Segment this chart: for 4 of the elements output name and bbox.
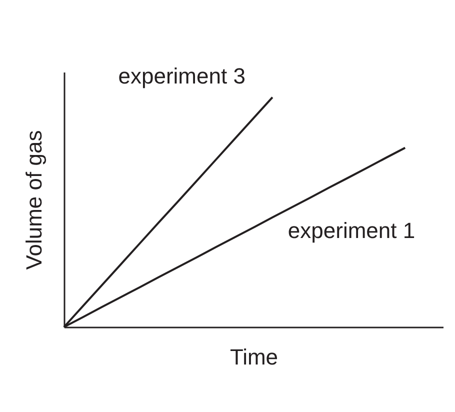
- x-axis-title: Time: [230, 344, 278, 370]
- series-label: experiment 3: [118, 63, 246, 88]
- y-axis-title: Volume of gas: [22, 130, 46, 270]
- series-label: experiment 1: [288, 218, 416, 243]
